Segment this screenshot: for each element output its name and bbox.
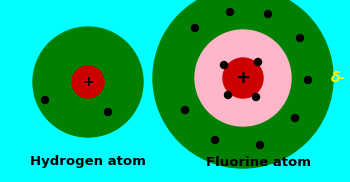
Text: Fluorine atom: Fluorine atom	[205, 155, 310, 169]
Circle shape	[42, 96, 49, 104]
Circle shape	[153, 0, 333, 168]
Circle shape	[252, 94, 259, 100]
Circle shape	[265, 11, 272, 17]
Text: +: +	[82, 75, 94, 89]
Circle shape	[72, 66, 104, 98]
Circle shape	[257, 141, 264, 149]
Circle shape	[33, 27, 143, 137]
Circle shape	[105, 108, 112, 116]
Circle shape	[195, 30, 291, 126]
Circle shape	[191, 25, 198, 31]
Circle shape	[292, 114, 299, 122]
Circle shape	[226, 9, 233, 15]
Text: Hydrogen atom: Hydrogen atom	[30, 155, 146, 169]
Text: +: +	[236, 69, 251, 87]
Circle shape	[223, 58, 263, 98]
Circle shape	[296, 35, 303, 41]
Circle shape	[220, 62, 228, 68]
Circle shape	[254, 58, 261, 66]
Circle shape	[224, 92, 231, 98]
Circle shape	[182, 106, 189, 114]
Circle shape	[304, 76, 312, 84]
Text: δ-: δ-	[330, 71, 346, 85]
Circle shape	[211, 136, 218, 143]
